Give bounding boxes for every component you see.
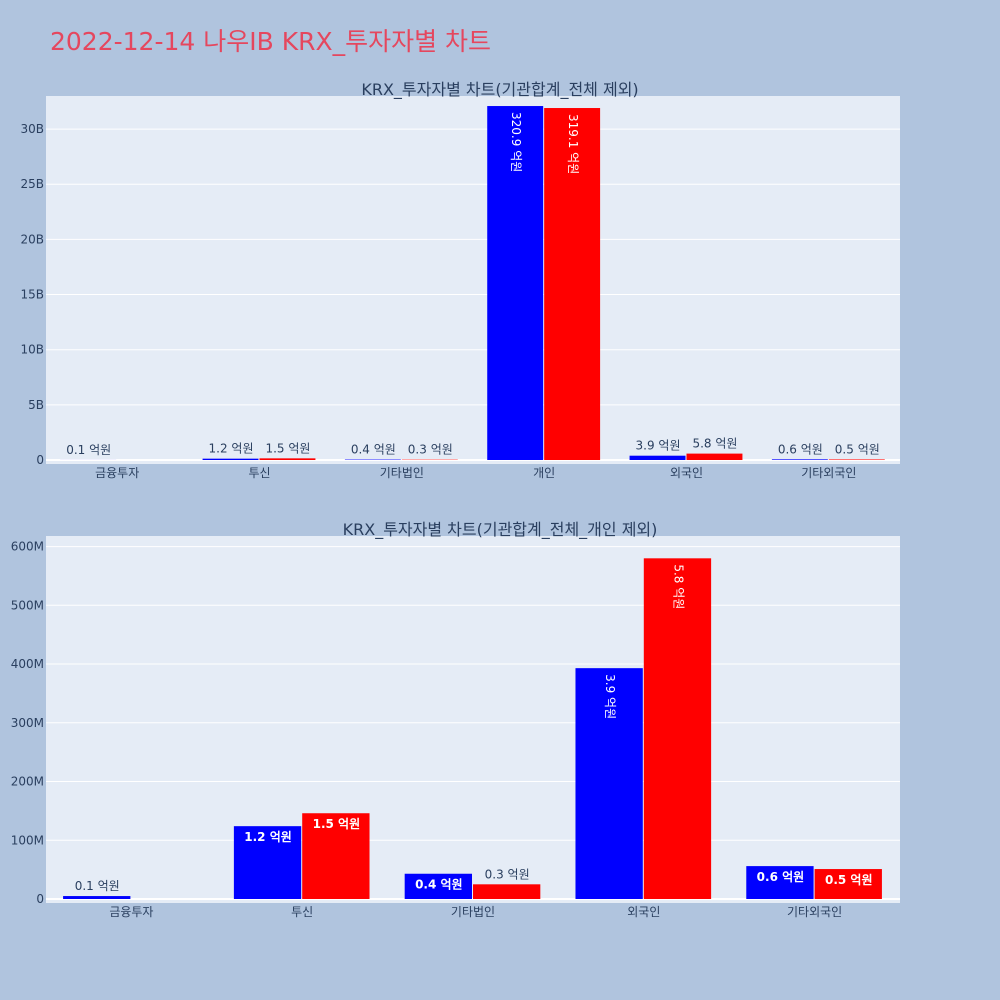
data-label: 320.9 억원 xyxy=(509,112,523,172)
y-tick-label: 30B xyxy=(20,122,44,136)
x-tick-label: 투신 xyxy=(248,466,270,480)
plot-area xyxy=(46,536,900,903)
data-label: 5.8 억원 xyxy=(671,564,685,609)
y-tick-label: 0 xyxy=(36,453,44,467)
x-tick-label: 투신 xyxy=(291,905,313,919)
bar xyxy=(814,869,882,899)
page-title: 2022-12-14 나우IB KRX_투자자별 차트 xyxy=(50,27,492,56)
data-label: 0.4 억원 xyxy=(351,443,396,457)
data-label: 0.6 억원 xyxy=(778,442,823,456)
plot-area xyxy=(46,96,900,464)
chart-subtitle: KRX_투자자별 차트(기관합계_전체_개인 제외) xyxy=(343,520,658,540)
data-label: 0.6 억원 xyxy=(757,870,805,884)
data-label: 1.5 억원 xyxy=(265,441,310,455)
bar xyxy=(487,106,544,461)
bar xyxy=(302,813,370,899)
bar xyxy=(544,108,601,460)
x-tick-label: 기타외국인 xyxy=(787,905,842,919)
data-label: 3.9 억원 xyxy=(636,439,681,453)
data-label: 5.8 억원 xyxy=(692,437,737,451)
data-label: 0.5 억원 xyxy=(825,873,873,887)
x-tick-label: 기타법인 xyxy=(380,466,424,480)
bar xyxy=(63,896,131,899)
data-label: 319.1 억원 xyxy=(566,114,580,174)
data-label: 0.5 억원 xyxy=(835,442,880,456)
data-label: 0.4 억원 xyxy=(415,878,463,892)
data-label: 1.2 억원 xyxy=(244,830,292,844)
data-label: 0.3 억원 xyxy=(408,443,453,457)
bar xyxy=(771,459,828,460)
data-label: 1.2 억원 xyxy=(209,442,254,456)
y-tick-label: 400M xyxy=(11,657,44,671)
chart-subtitle: KRX_투자자별 차트(기관합계_전체 제외) xyxy=(361,80,638,100)
chart-investor-excl-individual: 0 100M 200M 300M 400M 500M 600M KRX_투자자별 차트(기관합… xyxy=(11,520,900,919)
x-tick-label: 외국인 xyxy=(627,905,660,919)
data-label: 0.1 억원 xyxy=(75,879,120,893)
x-tick-label: 금융투자 xyxy=(109,905,153,919)
bar xyxy=(643,558,712,899)
x-tick-label: 개인 xyxy=(533,466,555,480)
y-tick-label: 100M xyxy=(11,833,44,847)
bar xyxy=(746,866,814,899)
x-tick-label: 금융투자 xyxy=(95,466,139,480)
y-tick-label: 20B xyxy=(20,232,44,246)
y-tick-label: 5B xyxy=(28,398,44,412)
x-tick-label: 기타법인 xyxy=(451,905,495,919)
y-tick-label: 15B xyxy=(20,288,44,302)
y-tick-label: 10B xyxy=(20,343,44,357)
y-tick-label: 25B xyxy=(20,177,44,191)
data-label: 0.1 억원 xyxy=(66,443,111,457)
bar xyxy=(686,453,743,460)
y-tick-label: 500M xyxy=(11,598,44,612)
data-label: 3.9 억원 xyxy=(603,674,617,719)
data-label: 0.3 억원 xyxy=(485,867,530,881)
y-tick-label: 200M xyxy=(11,775,44,789)
bar xyxy=(828,459,885,460)
bar xyxy=(259,458,316,460)
chart-investor-all: 0 5B 10B 15B 20B 25B 30B KRX_투자자별 차트(기관합계_전체 제외… xyxy=(20,80,900,480)
x-tick-label: 외국인 xyxy=(670,466,703,480)
x-tick-label: 기타외국인 xyxy=(801,466,856,480)
bar xyxy=(202,458,259,460)
bar xyxy=(404,873,472,899)
y-tick-label: 300M xyxy=(11,716,44,730)
bar xyxy=(233,826,302,899)
y-tick-label: 0 xyxy=(36,892,44,906)
bar xyxy=(473,884,541,899)
data-label: 1.5 억원 xyxy=(313,817,361,831)
bar xyxy=(629,455,686,460)
y-tick-label: 600M xyxy=(11,540,44,554)
bar xyxy=(575,668,643,899)
